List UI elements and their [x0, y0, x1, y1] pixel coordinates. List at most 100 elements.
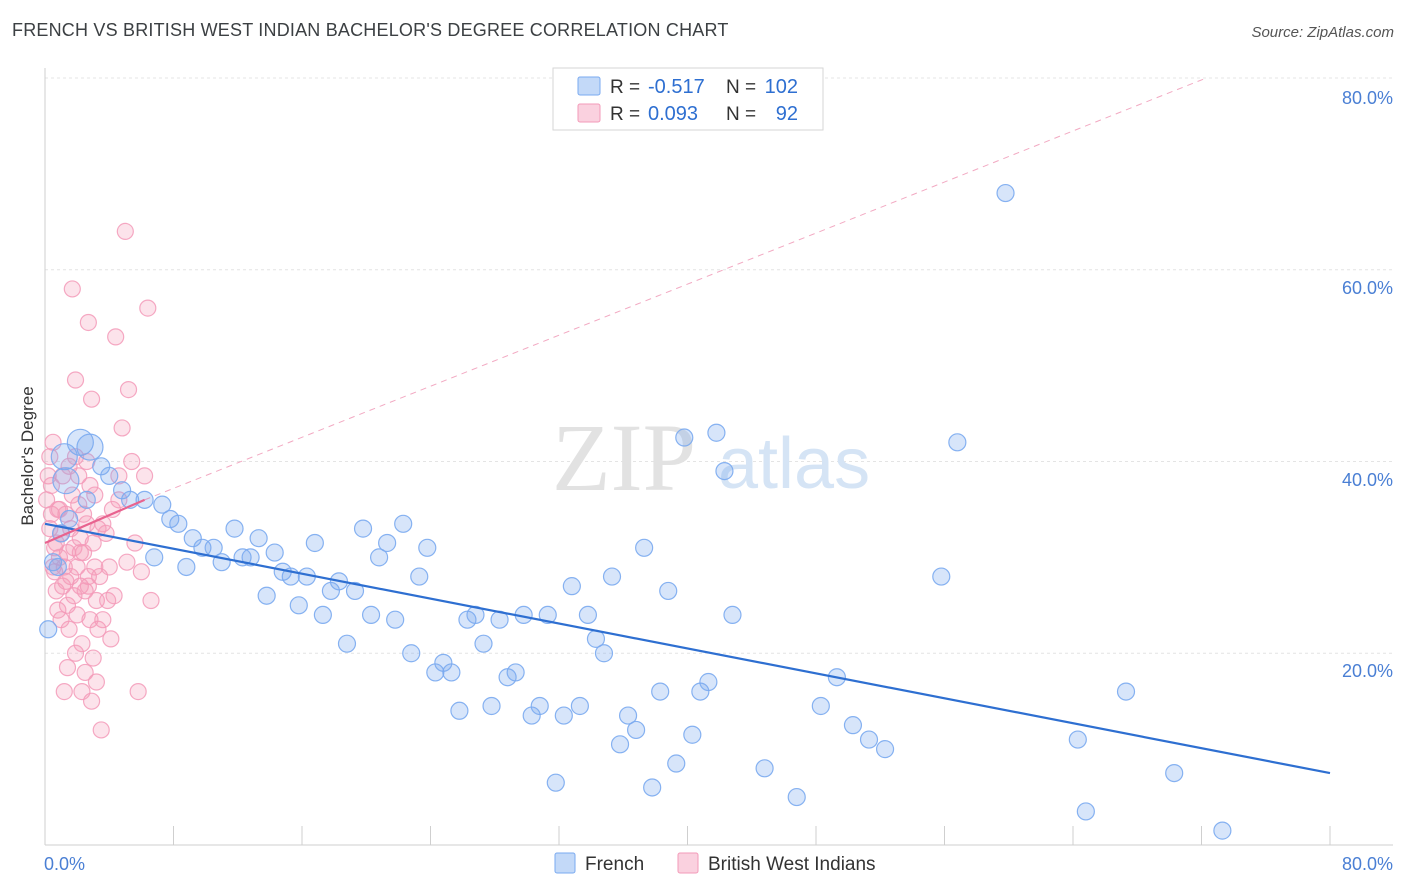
bwi-point	[76, 582, 94, 600]
bwi-point	[55, 558, 73, 576]
french-point	[410, 567, 429, 586]
french-point	[1116, 682, 1136, 701]
french-point	[932, 567, 951, 586]
french-point	[699, 672, 718, 692]
french-point	[667, 754, 686, 773]
bwi-point	[113, 419, 131, 437]
french-point	[386, 610, 405, 629]
legend-swatch-french	[577, 76, 601, 96]
bwi-point	[107, 328, 125, 346]
bottom-legend-swatch-french	[554, 852, 576, 874]
x-axis-ticks	[44, 826, 1331, 845]
bwi-point	[65, 587, 83, 605]
french-point	[715, 461, 734, 481]
gridlines	[45, 77, 1393, 654]
french-points	[39, 183, 1232, 840]
bwi-point	[135, 467, 154, 485]
legend-n-value-french: 102	[765, 76, 798, 98]
bwi-point	[82, 390, 101, 408]
french-point	[402, 644, 421, 663]
legend-n-label-french: N =	[726, 77, 756, 98]
correlation-legend: R = -0.517 N = 102 R = 0.093 N = 92	[552, 67, 824, 131]
legend-n-value-bwi: 92	[776, 103, 798, 125]
french-point	[337, 634, 357, 653]
bottom-legend-label-bwi: British West Indians	[708, 854, 876, 875]
french-point	[59, 509, 79, 529]
french-point	[183, 529, 202, 548]
french-point	[289, 596, 308, 615]
x-tick-label-0: 0.0%	[44, 854, 85, 874]
french-point	[635, 538, 654, 557]
bwi-point	[66, 371, 85, 389]
bwi-point	[119, 380, 138, 399]
french-point	[843, 716, 863, 735]
french-point	[602, 567, 622, 586]
french-point	[643, 778, 662, 797]
bwi-point	[71, 543, 89, 562]
trendlines	[44, 77, 1331, 775]
bwi-point	[87, 673, 106, 691]
bwi-point	[92, 721, 110, 739]
french-point	[482, 696, 501, 716]
french-point	[100, 466, 119, 485]
french-point	[651, 682, 670, 701]
french-point	[618, 706, 638, 725]
french-point	[177, 557, 196, 577]
french-point	[353, 519, 373, 538]
y-tick-label-60: 60.0%	[1342, 278, 1393, 298]
bwi-point	[86, 558, 104, 576]
french-point	[225, 519, 244, 538]
french-point	[241, 548, 260, 567]
french-point	[265, 543, 284, 562]
french-point	[378, 533, 397, 553]
french-point	[153, 495, 172, 514]
french-point	[1068, 730, 1087, 749]
french-point	[394, 514, 413, 533]
french-point	[345, 581, 365, 601]
legend-box	[552, 67, 824, 131]
french-point	[52, 467, 80, 495]
french-point	[554, 706, 573, 725]
bwi-point	[142, 591, 160, 610]
legend-r-value-bwi: 0.093	[648, 103, 698, 125]
french-point	[659, 581, 678, 601]
bottom-legend-label-french: French	[585, 854, 644, 875]
bwi-point	[139, 299, 157, 317]
french-point	[546, 773, 565, 792]
french-point	[257, 586, 276, 605]
bwi-point	[100, 558, 118, 576]
legend-swatch-bwi	[577, 103, 601, 123]
source-credit: Source: ZipAtlas.com	[1251, 24, 1394, 41]
y-tick-label-20: 20.0%	[1342, 661, 1393, 681]
bwi-point	[55, 682, 73, 701]
french-point	[948, 433, 967, 452]
legend-r-label-french: R =	[610, 77, 640, 98]
french-point	[361, 605, 381, 625]
french-point	[811, 696, 830, 716]
french-point	[594, 644, 614, 663]
bwi-point	[123, 452, 141, 471]
bwi-point	[39, 467, 57, 485]
x-tick-label-80: 80.0%	[1342, 854, 1393, 874]
bwi-point	[66, 448, 85, 466]
french-point	[859, 730, 879, 749]
french-point	[370, 548, 389, 567]
bwi-point	[63, 280, 81, 298]
french-point	[996, 183, 1015, 203]
french-point	[755, 759, 774, 778]
chart-title: FRENCH VS BRITISH WEST INDIAN BACHELOR'S…	[12, 20, 729, 40]
bwi-point	[102, 630, 120, 648]
legend-n-label-bwi: N =	[726, 104, 756, 125]
french-point	[442, 663, 461, 682]
bwi-point	[132, 563, 150, 581]
french-point	[76, 433, 104, 461]
french-point	[562, 577, 581, 596]
french-point	[50, 443, 78, 471]
bwi-point	[110, 467, 128, 485]
bwi-point	[79, 313, 97, 332]
french-point	[1076, 802, 1095, 821]
bwi-point	[94, 611, 112, 629]
bwi-point	[82, 692, 101, 710]
y-axis-label: Bachelor's Degree	[18, 386, 37, 525]
